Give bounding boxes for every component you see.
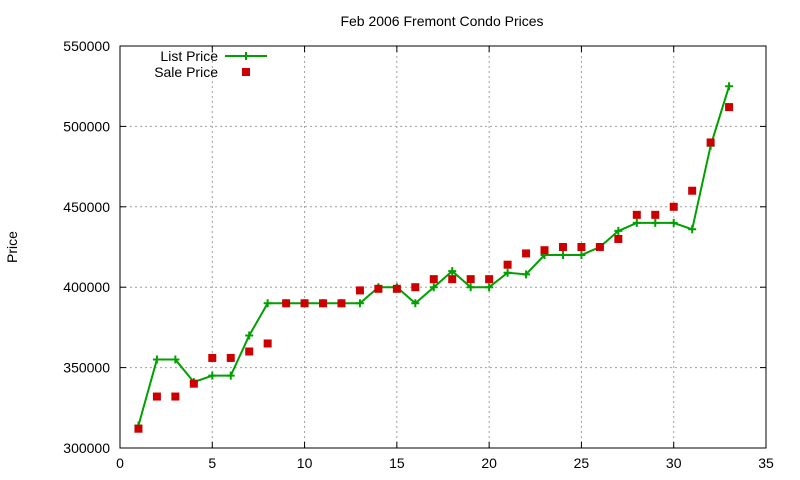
sale-price-point	[300, 299, 309, 308]
sale-price-point	[540, 246, 549, 255]
sale-price-point	[448, 275, 457, 284]
sale-price-point	[466, 275, 475, 284]
legend-label-sale-price: Sale Price	[154, 64, 218, 80]
sale-price-point	[282, 299, 291, 308]
y-tick-label: 500000	[63, 118, 110, 134]
list-price-point	[632, 218, 641, 227]
sale-price-point	[577, 243, 586, 251]
x-tick-label: 5	[208, 455, 216, 471]
list-price-point	[577, 251, 586, 260]
y-axis-label: Price	[4, 231, 20, 263]
sale-price-point	[355, 286, 364, 295]
legend-marker-list-price	[242, 52, 250, 60]
list-price-point	[688, 225, 697, 234]
list-price-point	[651, 218, 660, 227]
sale-price-point	[706, 138, 715, 147]
y-tick-label: 350000	[63, 360, 110, 376]
sale-price-point	[319, 299, 328, 308]
x-tick-label: 0	[116, 455, 124, 471]
series-group	[134, 82, 734, 433]
x-tick-label: 25	[574, 455, 590, 471]
list-price-point	[485, 283, 494, 292]
sale-price-point	[595, 243, 604, 251]
sale-price-point	[152, 392, 161, 401]
sale-price-point	[208, 353, 217, 362]
legend-label-list-price: List Price	[160, 48, 218, 64]
x-tick-label: 30	[666, 455, 682, 471]
list-price-point	[503, 268, 512, 277]
list-price-point	[448, 267, 457, 276]
sale-price-point	[226, 353, 235, 362]
list-price-point	[208, 371, 217, 380]
y-tick-label: 400000	[63, 279, 110, 295]
sale-price-point	[522, 249, 531, 258]
y-tick-label: 450000	[63, 199, 110, 215]
x-tick-label: 20	[481, 455, 497, 471]
sale-price-point	[189, 379, 198, 388]
sale-price-point	[263, 339, 272, 348]
list-price-point	[429, 283, 438, 292]
sale-price-point	[632, 210, 641, 219]
x-tick-label: 35	[758, 455, 774, 471]
sale-price-point	[245, 347, 254, 356]
list-price-point	[171, 355, 180, 364]
sale-price-point	[392, 284, 401, 293]
y-tick-label: 300000	[63, 440, 110, 456]
list-price-point	[522, 270, 531, 279]
sale-price-point	[337, 299, 346, 308]
sale-price-point	[374, 284, 383, 293]
list-price-point	[263, 299, 272, 308]
x-tick-label: 15	[389, 455, 405, 471]
list-price-point	[466, 283, 475, 292]
list-price-point	[558, 251, 567, 260]
sale-price-point	[411, 283, 420, 292]
sale-price-point	[614, 234, 623, 243]
sale-price-point	[503, 260, 512, 269]
sale-price-point	[669, 202, 678, 211]
sale-price-point	[485, 275, 494, 284]
x-tick-label: 10	[297, 455, 313, 471]
legend: List Price Sale Price	[154, 48, 267, 80]
list-price-point	[245, 331, 254, 340]
sale-price-point	[558, 243, 567, 251]
chart-title: Feb 2006 Fremont Condo Prices	[340, 13, 543, 29]
grid	[120, 46, 766, 448]
list-price-point	[152, 355, 161, 364]
sale-price-point	[429, 275, 438, 284]
sale-price-point	[134, 424, 143, 433]
list-price-point	[669, 218, 678, 227]
axis-ticks: 0 5 10 15 20 25 30 35 300000 350000 400000 450000 50…	[63, 38, 774, 471]
list-price-point	[355, 299, 364, 308]
list-price-point	[226, 371, 235, 380]
legend-marker-sale-price	[242, 68, 250, 76]
sale-price-point	[725, 103, 734, 112]
sale-price-point	[171, 392, 180, 401]
sale-price-point	[651, 210, 660, 219]
list-price-point	[725, 82, 734, 91]
list-price-point	[614, 226, 623, 235]
y-tick-label: 550000	[63, 38, 110, 54]
list-price-point	[411, 299, 420, 308]
plot-area-frame	[119, 45, 767, 449]
sale-price-point	[688, 186, 697, 195]
